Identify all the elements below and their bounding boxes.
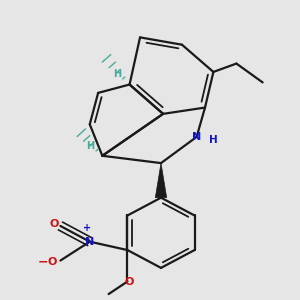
Text: +: + (82, 223, 91, 232)
Text: H: H (86, 141, 94, 151)
Text: N: N (192, 132, 201, 142)
Text: −: − (38, 256, 48, 268)
Text: O: O (48, 257, 57, 267)
Text: H: H (208, 135, 217, 145)
Text: O: O (124, 277, 134, 287)
Text: N: N (85, 237, 94, 247)
Polygon shape (155, 163, 167, 198)
Text: H: H (113, 68, 121, 79)
Text: O: O (50, 219, 59, 230)
